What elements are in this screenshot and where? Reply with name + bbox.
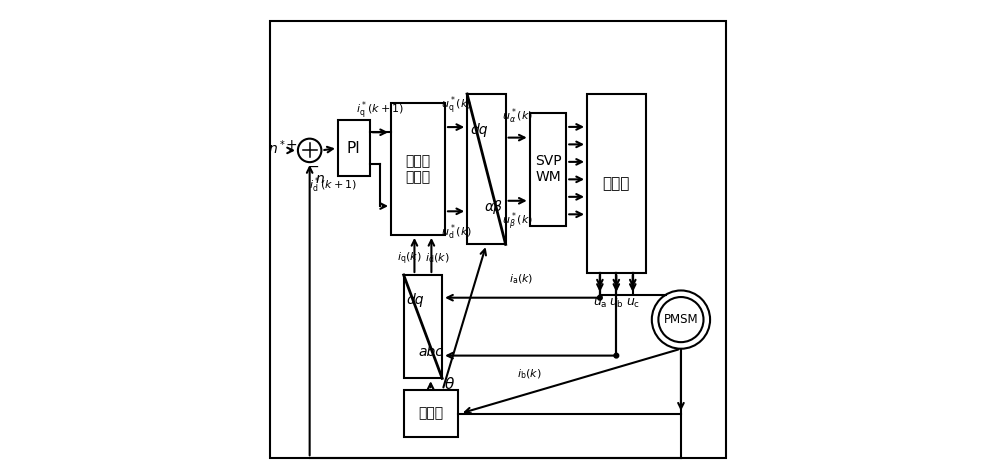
- Text: $i_{\mathrm{q}}(k)$: $i_{\mathrm{q}}(k)$: [397, 251, 421, 266]
- Text: dq: dq: [470, 123, 487, 137]
- Text: $u_{\mathrm{b}}$: $u_{\mathrm{b}}$: [609, 297, 624, 310]
- FancyBboxPatch shape: [587, 94, 646, 273]
- Text: SVP
WM: SVP WM: [535, 154, 561, 184]
- Text: $u^*_{\mathrm{q}}(k)$: $u^*_{\mathrm{q}}(k)$: [441, 95, 472, 117]
- Text: PI: PI: [347, 141, 361, 156]
- Text: $u^*_{\beta}(k)$: $u^*_{\beta}(k)$: [502, 211, 533, 233]
- Text: 逆变器: 逆变器: [603, 176, 630, 191]
- Text: $-$: $-$: [307, 159, 319, 172]
- Text: $u^*_{\mathrm{d}}(k)$: $u^*_{\mathrm{d}}(k)$: [441, 223, 472, 242]
- FancyBboxPatch shape: [467, 94, 506, 244]
- Text: $u^*_{\alpha}(k)$: $u^*_{\alpha}(k)$: [502, 107, 533, 126]
- Text: PMSM: PMSM: [664, 313, 698, 326]
- Text: $u_{\mathrm{a}}$: $u_{\mathrm{a}}$: [593, 297, 607, 310]
- Text: 无差拍
控制器: 无差拍 控制器: [405, 154, 431, 184]
- FancyBboxPatch shape: [391, 103, 445, 235]
- Text: $\theta$: $\theta$: [444, 376, 455, 392]
- FancyBboxPatch shape: [404, 390, 458, 437]
- Text: $i_{\mathrm{b}}(k)$: $i_{\mathrm{b}}(k)$: [517, 368, 542, 381]
- Circle shape: [598, 295, 602, 300]
- Circle shape: [652, 290, 710, 349]
- Text: 编码器: 编码器: [418, 407, 443, 421]
- Text: dq: dq: [406, 293, 424, 307]
- Text: $n^*$: $n^*$: [268, 139, 286, 157]
- Text: $n$: $n$: [315, 172, 325, 186]
- Text: abc: abc: [418, 345, 443, 360]
- Text: $u_{\mathrm{c}}$: $u_{\mathrm{c}}$: [626, 297, 640, 310]
- Text: $i_{\mathrm{a}}(k)$: $i_{\mathrm{a}}(k)$: [509, 272, 533, 286]
- Text: αβ: αβ: [485, 200, 503, 214]
- FancyBboxPatch shape: [530, 113, 566, 226]
- Text: $i_{\mathrm{d}}(k)$: $i_{\mathrm{d}}(k)$: [425, 252, 449, 265]
- Text: $i^*_{\mathrm{d}}(k+1)$: $i^*_{\mathrm{d}}(k+1)$: [309, 175, 357, 195]
- FancyBboxPatch shape: [338, 120, 370, 176]
- Text: $+$: $+$: [285, 138, 297, 151]
- Circle shape: [298, 139, 321, 162]
- FancyBboxPatch shape: [404, 275, 442, 378]
- Circle shape: [658, 297, 704, 342]
- Text: $i^*_{\mathrm{q}}(k+1)$: $i^*_{\mathrm{q}}(k+1)$: [356, 100, 404, 122]
- Circle shape: [614, 353, 619, 358]
